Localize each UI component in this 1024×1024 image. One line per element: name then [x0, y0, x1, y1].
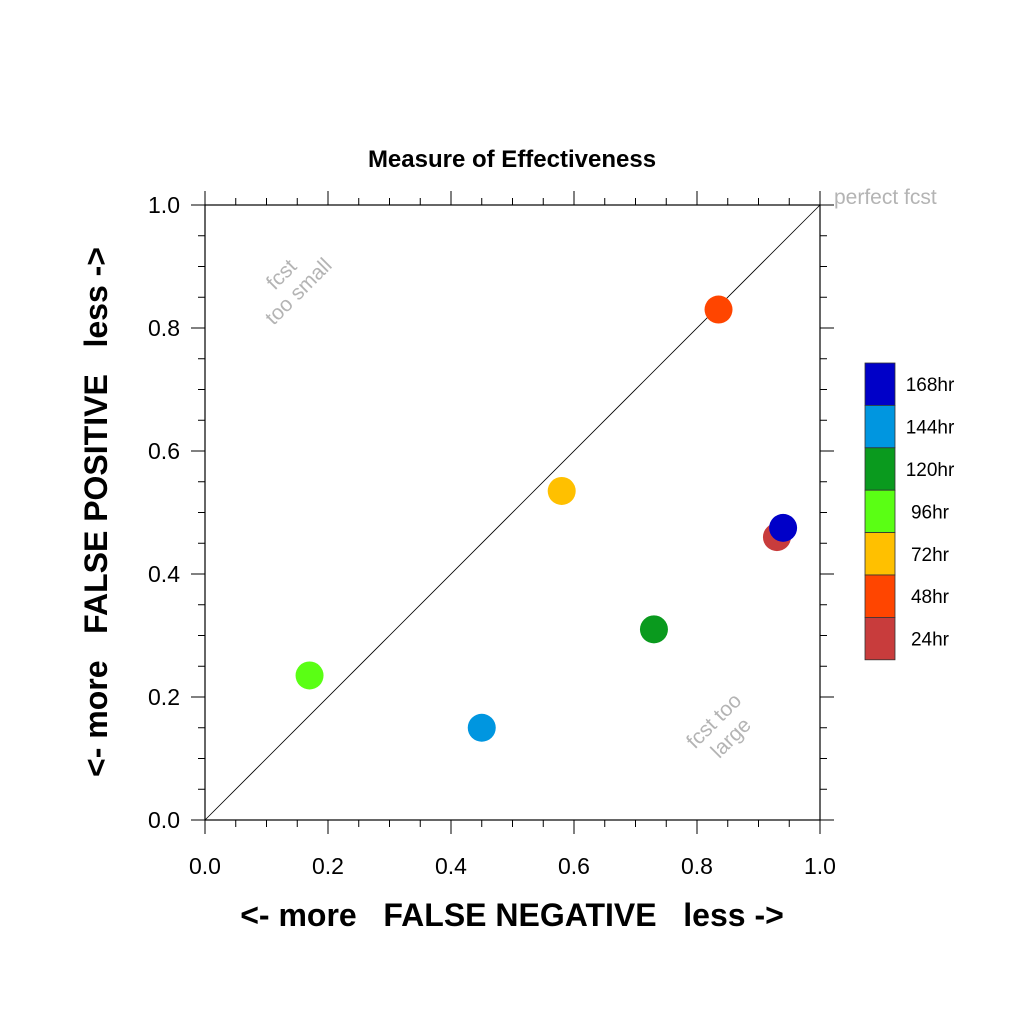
point-120hr: [639, 615, 668, 644]
y-axis-label: <- more FALSE POSITIVE less ->: [78, 247, 114, 777]
legend-label-144hr: 144hr: [906, 418, 955, 439]
x-tick-label: 1.0: [804, 853, 836, 879]
point-48hr: [704, 295, 733, 324]
legend-swatch-24hr: [864, 617, 896, 661]
axis-ticks: [191, 191, 834, 834]
legend-label-120hr: 120hr: [906, 460, 955, 481]
legend-label-24hr: 24hr: [911, 630, 950, 651]
y-tick-label: 0.0: [148, 807, 180, 833]
x-axis-label: <- more FALSE NEGATIVE less ->: [240, 897, 784, 933]
data-points: [295, 295, 798, 742]
x-tick-label: 0.6: [558, 853, 590, 879]
fcst-too-small-line2: too small: [261, 254, 337, 330]
tick-labels: 0.0 0.2 0.4 0.6 0.8 1.0 0.0 0.2 0.4 0.6 0.8 1.0: [148, 192, 836, 879]
x-tick-label: 0.8: [681, 853, 713, 879]
legend-swatch-48hr: [864, 574, 896, 618]
legend-swatch-168hr: [864, 362, 896, 406]
legend-swatch-72hr: [864, 532, 896, 576]
y-tick-label: 0.4: [148, 561, 180, 587]
fcst-too-large-annotation: fcst too large: [682, 689, 756, 763]
legend-swatch-96hr: [864, 489, 896, 534]
chart-title: Measure of Effectiveness: [368, 146, 656, 173]
legend: 168hr 144hr 120hr 96hr 72hr 48hr 24hr: [864, 362, 955, 661]
x-tick-label: 0.0: [189, 853, 221, 879]
point-168hr: [769, 513, 798, 542]
plot-area: [191, 191, 834, 834]
perfect-forecast-annotation: perfect fcst: [834, 186, 937, 209]
x-tick-label: 0.2: [312, 853, 344, 879]
legend-label-168hr: 168hr: [906, 375, 955, 396]
point-144hr: [467, 713, 496, 742]
legend-label-72hr: 72hr: [911, 545, 950, 566]
y-tick-label: 0.8: [148, 315, 180, 341]
y-tick-label: 1.0: [148, 192, 180, 218]
legend-label-96hr: 96hr: [911, 502, 950, 523]
point-72hr: [547, 476, 576, 505]
legend-swatch-144hr: [864, 404, 896, 449]
y-tick-label: 0.6: [148, 438, 180, 464]
point-96hr: [295, 661, 324, 690]
x-tick-label: 0.4: [435, 853, 467, 879]
y-tick-label: 0.2: [148, 684, 180, 710]
legend-swatch-120hr: [864, 447, 896, 491]
legend-label-48hr: 48hr: [911, 587, 950, 608]
fcst-too-small-annotation: fcst too small: [261, 254, 337, 330]
